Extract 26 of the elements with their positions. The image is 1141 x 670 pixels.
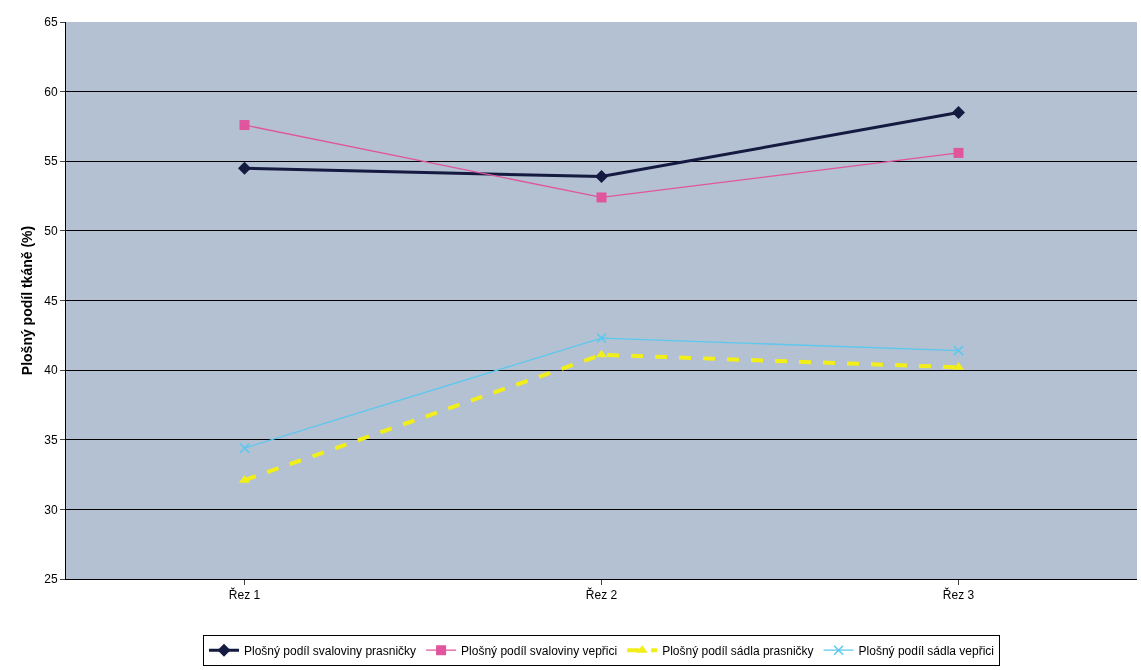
y-tick-label: 35 [44, 432, 58, 447]
point [953, 147, 964, 158]
x-tick-label: Řez 3 [942, 587, 975, 603]
x-tick-label: Řez 1 [228, 587, 261, 603]
legend-label: Plošný podíl sádla vepřici [858, 643, 994, 658]
legend-label: Plošný podíl svaloviny vepřici [461, 643, 618, 658]
y-tick-label: 45 [44, 293, 58, 308]
point [239, 120, 250, 131]
legend-label: Plošný podíl svaloviny prasničky [244, 643, 417, 658]
y-tick-label: 30 [44, 502, 58, 517]
point [239, 442, 250, 454]
point [596, 192, 607, 203]
point [952, 106, 965, 120]
y-tick-label: 40 [44, 363, 58, 378]
point [596, 332, 607, 344]
legend-label: Plošný podíl sádla prasničky [662, 643, 814, 658]
y-tick-label: 65 [44, 15, 58, 30]
point [953, 345, 964, 356]
x-tick-label: Řez 2 [585, 587, 618, 603]
y-tick-label: 25 [44, 572, 58, 587]
y-tick-label: 55 [44, 154, 58, 169]
y-tick-label: 50 [44, 224, 58, 239]
y-axis-title: Plošný podíl tkáně (%) [18, 225, 35, 376]
point [595, 170, 608, 184]
y-tick-label: 60 [44, 84, 58, 99]
point [238, 161, 251, 175]
